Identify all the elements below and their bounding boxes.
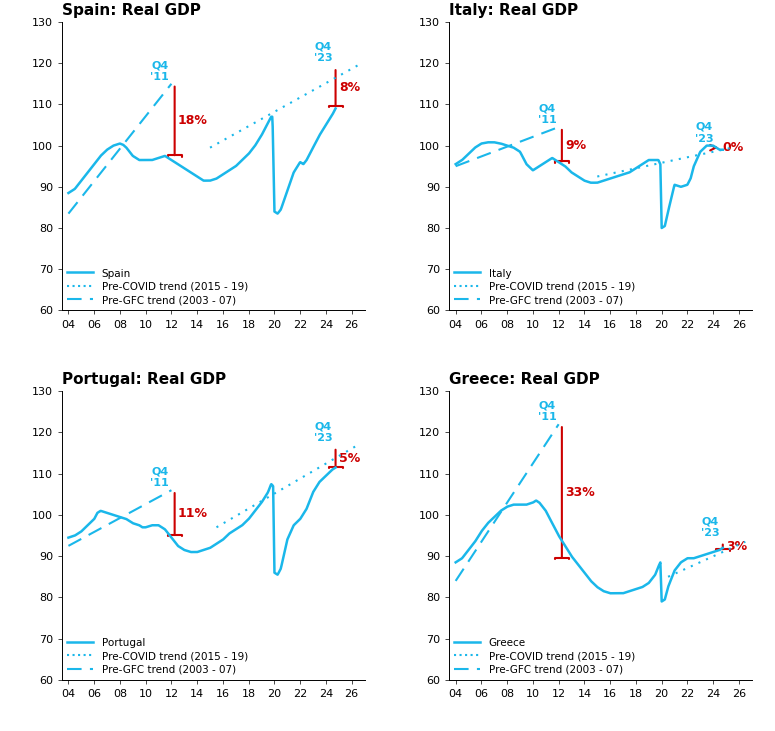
Text: Q4
'23: Q4 '23 [314,42,332,63]
Text: Q4
'11: Q4 '11 [150,60,169,82]
Text: 33%: 33% [565,486,595,499]
Text: Italy: Real GDP: Italy: Real GDP [449,3,578,18]
Text: Q4
'23: Q4 '23 [701,516,720,537]
Text: 9%: 9% [565,139,586,152]
Text: Q4
'11: Q4 '11 [538,401,556,423]
Legend: Spain, Pre-COVID trend (2015 - 19), Pre-GFC trend (2003 - 07): Spain, Pre-COVID trend (2015 - 19), Pre-… [67,268,248,306]
Text: Q4
'23: Q4 '23 [695,122,714,143]
Text: Q4
'11: Q4 '11 [538,103,556,125]
Legend: Greece, Pre-COVID trend (2015 - 19), Pre-GFC trend (2003 - 07): Greece, Pre-COVID trend (2015 - 19), Pre… [454,637,635,675]
Text: 8%: 8% [339,81,360,94]
Legend: Italy, Pre-COVID trend (2015 - 19), Pre-GFC trend (2003 - 07): Italy, Pre-COVID trend (2015 - 19), Pre-… [454,268,635,306]
Text: 11%: 11% [177,507,208,520]
Text: Spain: Real GDP: Spain: Real GDP [62,3,201,18]
Text: Portugal: Real GDP: Portugal: Real GDP [62,372,226,387]
Text: Q4
'11: Q4 '11 [150,466,169,488]
Text: Greece: Real GDP: Greece: Real GDP [449,372,600,387]
Text: 3%: 3% [726,540,747,553]
Text: 5%: 5% [339,452,360,465]
Text: 18%: 18% [177,114,208,127]
Text: Q4
'23: Q4 '23 [314,421,332,443]
Text: 0%: 0% [722,141,743,154]
Legend: Portugal, Pre-COVID trend (2015 - 19), Pre-GFC trend (2003 - 07): Portugal, Pre-COVID trend (2015 - 19), P… [67,637,248,675]
